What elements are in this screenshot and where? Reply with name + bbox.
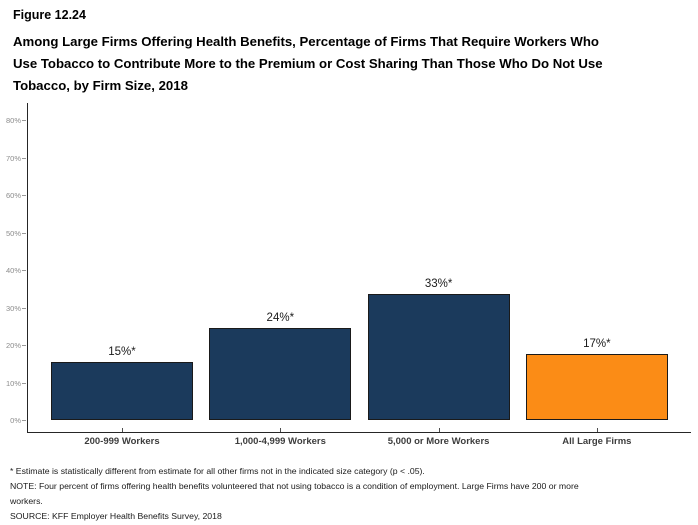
footnote-line: workers. xyxy=(10,496,43,506)
x-axis-tick xyxy=(280,428,282,432)
y-axis-line xyxy=(27,103,28,433)
footnote-line: SOURCE: KFF Employer Health Benefits Sur… xyxy=(10,511,222,521)
x-axis-tick xyxy=(596,428,598,432)
y-axis-tick-label-text: 80% xyxy=(5,116,21,125)
x-axis-tick xyxy=(438,428,440,432)
bar-value-label: 33%* xyxy=(424,278,453,290)
bar-value-label: 15%* xyxy=(108,346,136,358)
bar-2 xyxy=(209,328,352,420)
y-axis-tick xyxy=(22,307,26,309)
category-label: 5,000 or More Workers xyxy=(387,436,490,447)
figure-title: Among Large Firms Offering Health Benefi… xyxy=(13,31,603,97)
bar-3 xyxy=(367,294,510,420)
bar-4 xyxy=(525,354,668,420)
y-axis-tick xyxy=(22,195,26,196)
figure-title-line: Tobacco, by Firm Size, 2018 xyxy=(13,78,188,93)
y-axis-tick-label-text: 30% xyxy=(5,303,21,313)
figure-title-line: Among Large Firms Offering Health Benefi… xyxy=(13,34,599,49)
x-axis-tick xyxy=(122,428,123,432)
y-axis-tick-label-text: 20% xyxy=(5,341,21,350)
footnotes: * Estimate is statistically different fr… xyxy=(10,464,579,524)
figure-number: Figure 12.24 xyxy=(13,8,86,22)
y-axis-tick-label-text: 60% xyxy=(5,191,21,200)
y-axis-tick xyxy=(22,232,26,234)
y-axis-tick-label-text: 50% xyxy=(5,228,21,238)
bar-chart: 0% 10% 20% 30% 40% 50% 60% 70% 80% 15%* 200-999 Wo… xyxy=(0,100,698,460)
bar-1 xyxy=(51,362,193,420)
y-axis-tick xyxy=(22,270,26,271)
category-label: 1,000-4,999 Workers xyxy=(234,436,326,447)
y-axis-tick-label-text: 10% xyxy=(5,378,21,388)
x-axis-line xyxy=(27,432,691,433)
y-axis-tick xyxy=(22,345,26,346)
category-label: 200-999 Workers xyxy=(84,436,160,447)
y-axis-tick xyxy=(22,120,26,121)
figure-title-line: Use Tobacco to Contribute More to the Pr… xyxy=(13,56,603,71)
y-axis-tick-label-text: 40% xyxy=(5,266,21,275)
bar-value-label: 17%* xyxy=(583,338,611,350)
y-axis-tick-label-text: 0% xyxy=(10,416,21,425)
y-axis-tick xyxy=(22,420,26,421)
y-axis-tick xyxy=(22,382,26,384)
y-axis-tick-label-text: 70% xyxy=(5,153,21,163)
footnote-line: * Estimate is statistically different fr… xyxy=(10,466,425,476)
footnote-line: NOTE: Four percent of firms offering hea… xyxy=(10,481,579,491)
category-label: All Large Firms xyxy=(562,436,632,447)
bar-value-label: 24%* xyxy=(266,312,295,324)
y-axis-tick xyxy=(22,157,26,159)
